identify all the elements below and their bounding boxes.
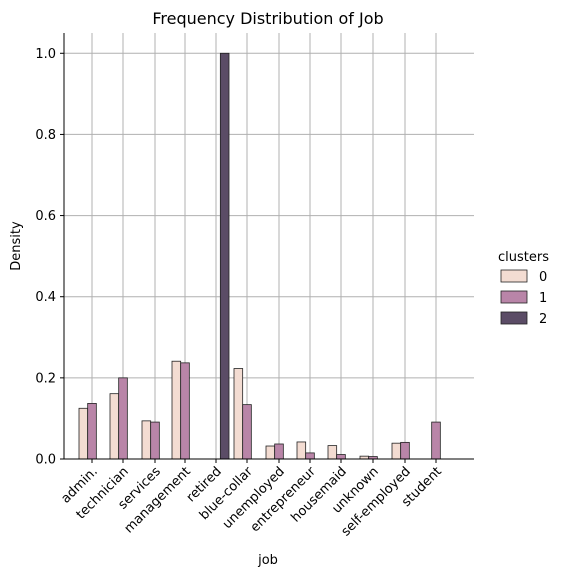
y-axis-label: Density [9,221,24,271]
bar-cluster-1-services [151,422,160,459]
y-tick-label-3: 0.6 [35,209,56,224]
bar-cluster-0-unemployed [266,446,275,459]
legend-layer: 0 1 2 [501,270,547,327]
legend-swatch-2 [501,312,527,324]
legend-label-1: 1 [539,291,547,306]
legend-title: clusters [498,250,549,265]
bar-cluster-1-technician [119,378,128,459]
legend-swatch-1 [501,291,527,303]
bar-cluster-0-self-employed [392,443,401,459]
y-tick-label-2: 0.4 [35,290,56,305]
legend-swatch-0 [501,270,527,282]
bar-cluster-1-management [181,363,190,459]
bar-cluster-0-housemaid [328,446,337,459]
bar-cluster-1-blue-collar [243,405,252,459]
bar-cluster-0-admin. [79,408,88,459]
bar-cluster-2-retired [220,53,229,459]
bar-cluster-1-admin. [88,403,97,459]
bar-cluster-1-entrepreneur [306,453,315,459]
chart-title: Frequency Distribution of Job [152,9,383,28]
ticks-layer: 0.00.20.40.60.81.0admin.technicianservic… [35,47,445,540]
bar-cluster-1-self-employed [401,442,410,459]
bar-cluster-1-student [432,422,441,459]
y-tick-label-0: 0.0 [35,453,56,468]
bars-layer [79,53,440,459]
y-tick-label-5: 1.0 [35,47,56,62]
bar-cluster-0-services [142,421,151,459]
bar-cluster-0-management [172,361,181,459]
bar-cluster-0-entrepreneur [297,442,306,459]
legend-label-0: 0 [539,270,547,285]
bar-cluster-0-technician [110,394,119,459]
x-axis-label: job [257,553,278,568]
bar-cluster-1-unemployed [275,444,284,459]
legend-label-2: 2 [539,312,547,327]
y-tick-label-4: 0.8 [35,128,56,143]
y-tick-label-1: 0.2 [35,371,56,386]
bar-cluster-1-housemaid [337,455,346,459]
bar-cluster-0-blue-collar [234,369,243,459]
